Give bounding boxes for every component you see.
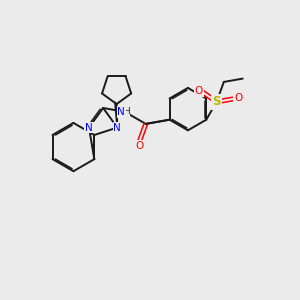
Text: O: O (195, 86, 203, 96)
Text: N: N (85, 122, 93, 133)
Text: O: O (135, 141, 144, 151)
Text: H: H (123, 107, 130, 116)
Text: O: O (234, 93, 242, 103)
Text: N: N (118, 107, 125, 117)
Text: S: S (212, 95, 221, 108)
Text: N: N (113, 122, 121, 133)
